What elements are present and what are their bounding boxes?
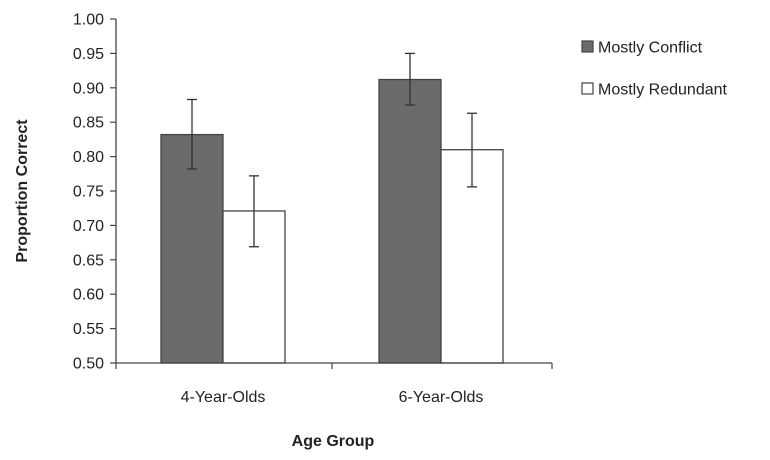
bar-mostly-conflict [160,133,224,364]
y-tick-label: 0.85 [73,115,104,132]
x-tick-label: 6-Year-Olds [399,389,484,406]
y-tick-label: 0.95 [73,46,104,63]
legend: Mostly Conflict Mostly Redundant [581,40,728,99]
x-ticks: 4-Year-Olds 6-Year-Olds [115,363,553,406]
bars-layer [160,78,504,364]
legend-swatch-mostly-redundant [581,82,594,95]
y-tick-label: 0.80 [73,149,104,166]
x-tick-label: 4-Year-Olds [181,389,266,406]
y-tick-label: 0.70 [73,218,104,235]
y-tick-label: 0.50 [73,356,104,373]
legend-label: Mostly Conflict [598,40,703,57]
y-tick-label: 0.65 [73,252,104,269]
y-axis-title: Proportion Correct [14,119,31,263]
y-tick-label: 0.55 [73,321,104,338]
y-tick-label: 0.75 [73,184,104,201]
y-tick-label: 1.00 [73,12,104,29]
y-tick-label: 0.60 [73,287,104,304]
error-bars-layer [187,52,477,248]
y-ticks: 0.50 0.55 0.60 0.65 0.70 0.75 0.80 0.85 0.90 0.95… [73,12,116,373]
x-axis-title: Age Group [292,433,375,450]
bar-mostly-conflict [378,78,442,364]
y-tick-label: 0.90 [73,80,104,97]
legend-label: Mostly Redundant [598,82,728,99]
legend-swatch-mostly-conflict [581,40,594,53]
